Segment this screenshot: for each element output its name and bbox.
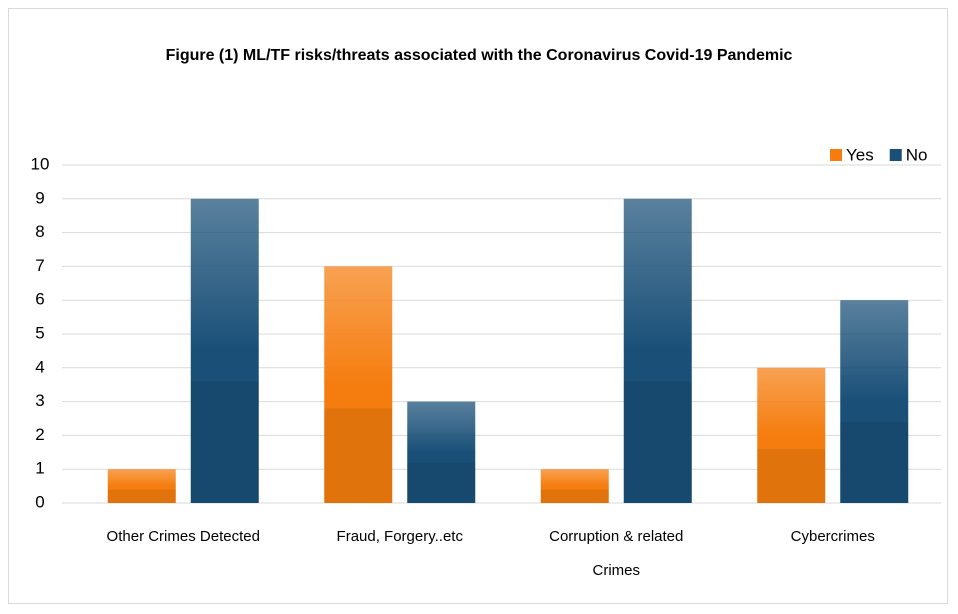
- y-tick-label: 2: [35, 425, 44, 444]
- chart-border: [8, 8, 948, 604]
- bar: [107, 469, 176, 503]
- bar: [623, 198, 692, 504]
- y-tick-label: 9: [35, 188, 44, 207]
- x-tick-label: Cybercrimes: [790, 528, 875, 545]
- bar: [840, 300, 909, 503]
- y-tick-label: 1: [35, 459, 44, 478]
- x-tick-label: Corruption & related Crimes: [549, 528, 684, 579]
- y-tick-label: 5: [35, 323, 44, 342]
- y-tick-label: 3: [35, 391, 44, 410]
- bar: [324, 266, 393, 503]
- y-tick-label: 4: [35, 357, 44, 376]
- y-tick-label: 7: [35, 256, 44, 275]
- bar: [540, 469, 609, 503]
- legend-swatch: [889, 149, 902, 161]
- chart-title: Figure (1) ML/TF risks/threats associate…: [165, 47, 793, 64]
- y-tick-label: 0: [35, 492, 44, 511]
- x-tick-label: Other Crimes Detected: [106, 528, 260, 545]
- bar: [407, 401, 476, 503]
- legend-label: No: [906, 145, 928, 164]
- legend-swatch: [830, 149, 842, 161]
- bar: [190, 198, 259, 504]
- y-tick-label: 10: [31, 154, 50, 173]
- y-tick-label: 8: [35, 222, 44, 241]
- legend-label: Yes: [846, 145, 874, 164]
- y-tick-label: 6: [35, 290, 44, 309]
- x-tick-label: Fraud, Forgery..etc: [336, 528, 463, 545]
- bar: [757, 367, 826, 503]
